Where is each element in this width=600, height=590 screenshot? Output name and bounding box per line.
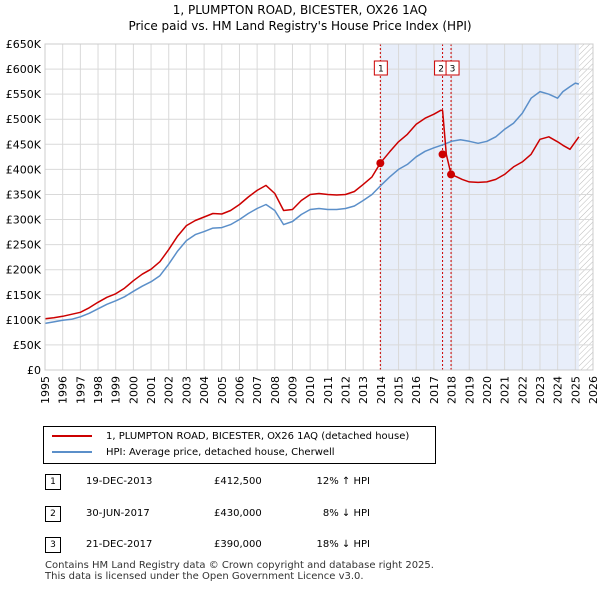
x-tick-label: 2000 <box>127 376 140 404</box>
price-chart: £0 £50K £100K £150K £200K £250K £300K £350K £400… <box>6 38 600 404</box>
legend-label-property: 1, PLUMPTON ROAD, BICESTER, OX26 1AQ (de… <box>106 431 410 442</box>
forecast-hatched-region <box>578 44 593 370</box>
transaction-row: 3 21-DEC-2017 £390,000 18% ↓ HPI <box>0 537 600 553</box>
x-tick-label: 2009 <box>286 376 299 404</box>
post-sale-shaded-region <box>380 44 579 370</box>
x-tick-label: 2005 <box>216 376 229 404</box>
x-tick-label: 2017 <box>428 376 441 404</box>
y-tick-label: £300K <box>6 214 42 227</box>
property-series-line <box>44 109 580 320</box>
x-tick-label: 1997 <box>74 376 87 404</box>
x-tick-label: 1999 <box>110 376 123 404</box>
x-tick-label: 1998 <box>92 376 105 404</box>
x-tick-label: 1996 <box>57 376 70 404</box>
sale-point <box>447 170 456 179</box>
sale-point <box>376 159 385 168</box>
y-tick-label: £100K <box>6 314 42 327</box>
x-tick-label: 2011 <box>322 376 335 404</box>
transaction-price: £430,000 <box>214 508 262 519</box>
legend-swatch-hpi <box>52 451 92 453</box>
transaction-row: 1 19-DEC-2013 £412,500 12% ↑ HPI <box>0 474 600 490</box>
y-tick-label: £50K <box>13 339 42 352</box>
y-tick-label: £250K <box>6 239 42 252</box>
x-tick-label: 2006 <box>233 376 246 404</box>
x-tick-label: 2013 <box>357 376 370 404</box>
x-tick-label: 2026 <box>587 376 600 404</box>
transaction-price: £412,500 <box>214 476 262 487</box>
transaction-date: 19-DEC-2013 <box>86 476 153 487</box>
x-tick-label: 2021 <box>499 376 512 404</box>
x-tick-label: 2024 <box>552 376 565 404</box>
transaction-date: 21-DEC-2017 <box>86 539 153 550</box>
legend-swatch-property <box>52 435 92 437</box>
y-tick-label: £0 <box>27 364 41 377</box>
transaction-date: 30-JUN-2017 <box>86 508 150 519</box>
sale-marker-box <box>373 60 388 76</box>
transaction-row: 2 30-JUN-2017 £430,000 8% ↓ HPI <box>0 506 600 522</box>
x-tick-label: 2003 <box>180 376 193 404</box>
hpi-series-line <box>44 82 580 325</box>
x-tick-label: 2012 <box>340 376 353 404</box>
x-tick-label: 2007 <box>251 376 264 404</box>
x-tick-label: 1995 <box>39 376 52 404</box>
x-tick-label: 2025 <box>569 376 582 404</box>
y-tick-label: £400K <box>6 163 42 176</box>
transaction-hpi-change: 18% ↓ HPI <box>316 539 370 550</box>
sale-point <box>438 150 447 159</box>
transaction-hpi-change: 12% ↑ HPI <box>316 476 370 487</box>
x-tick-label: 2004 <box>198 376 211 404</box>
x-tick-label: 2002 <box>163 376 176 404</box>
legend-item-hpi: HPI: Average price, detached house, Cher… <box>52 446 335 460</box>
sale-marker-label: 2 <box>438 65 444 75</box>
y-tick-label: £150K <box>6 289 42 302</box>
sale-marker-box <box>445 60 460 76</box>
transaction-number: 3 <box>45 537 61 553</box>
x-tick-label: 2018 <box>446 376 459 404</box>
y-tick-label: £550K <box>6 88 42 101</box>
legend-item-property: 1, PLUMPTON ROAD, BICESTER, OX26 1AQ (de… <box>52 430 409 444</box>
x-tick-label: 2014 <box>375 376 388 404</box>
chart-subtitle: Price paid vs. HM Land Registry's House … <box>128 19 472 33</box>
x-tick-label: 2015 <box>393 376 406 404</box>
sale-marker-label: 1 <box>378 65 384 75</box>
chart-legend: 1, PLUMPTON ROAD, BICESTER, OX26 1AQ (de… <box>43 426 436 464</box>
chart-title: 1, PLUMPTON ROAD, BICESTER, OX26 1AQ <box>172 3 428 17</box>
plot-frame <box>44 43 594 371</box>
y-tick-label: £650K <box>6 38 42 51</box>
transaction-number: 2 <box>45 506 61 522</box>
x-tick-label: 2022 <box>516 376 529 404</box>
x-tick-label: 2010 <box>304 376 317 404</box>
x-tick-label: 2019 <box>463 376 476 404</box>
y-tick-label: £450K <box>6 138 42 151</box>
footer-copyright: Contains HM Land Registry data © Crown c… <box>45 560 434 571</box>
x-tick-label: 2001 <box>145 376 158 404</box>
x-tick-label: 2020 <box>481 376 494 404</box>
y-tick-label: £600K <box>6 63 42 76</box>
x-tick-label: 2016 <box>410 376 423 404</box>
x-tick-label: 2008 <box>269 376 282 404</box>
footer-licence: This data is licensed under the Open Gov… <box>45 571 364 582</box>
sale-marker-label: 3 <box>450 65 456 75</box>
y-tick-label: £500K <box>6 113 42 126</box>
x-tick-label: 2023 <box>534 376 547 404</box>
y-tick-label: £200K <box>6 264 42 277</box>
transaction-number: 1 <box>45 474 61 490</box>
legend-label-hpi: HPI: Average price, detached house, Cher… <box>106 447 335 458</box>
transaction-hpi-change: 8% ↓ HPI <box>322 508 370 519</box>
transaction-price: £390,000 <box>214 539 262 550</box>
y-tick-label: £350K <box>6 188 42 201</box>
